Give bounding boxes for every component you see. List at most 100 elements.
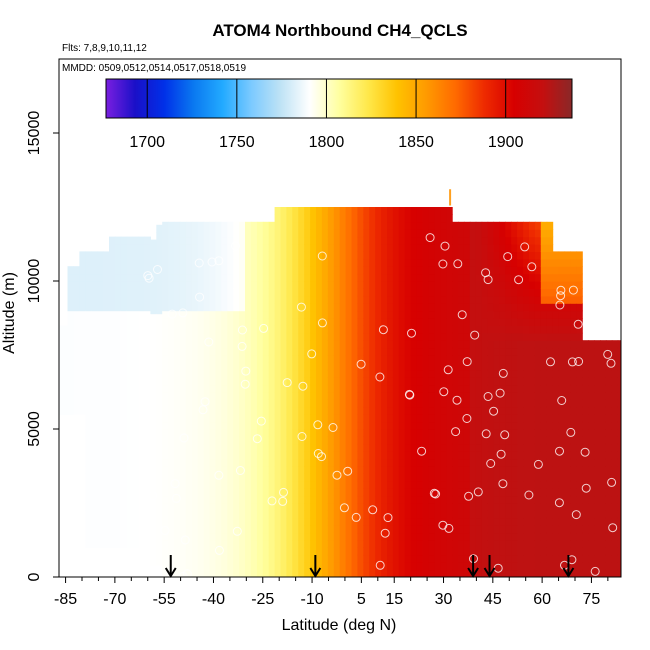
heatmap-cell [150,498,157,507]
heatmap-cell [262,443,270,452]
heatmap-cell [576,325,583,334]
heatmap-cell [268,273,276,282]
heatmap-cell [481,466,489,474]
heatmap-cell [256,480,264,489]
heatmap-cell [588,540,595,548]
heatmap-cell [268,406,276,415]
heatmap-cell [316,517,323,526]
heatmap-cell [493,532,500,541]
heatmap-cell [239,406,246,415]
heatmap-cell [475,362,483,371]
heatmap-cell [209,562,216,571]
heatmap-cell [138,443,145,452]
heatmap-cell [398,273,406,282]
heatmap-cell [369,332,376,341]
heatmap-cell [369,251,376,260]
heatmap-cell [363,384,370,393]
heatmap-cell [381,273,388,282]
heatmap-cell [345,503,353,511]
heatmap-cell [534,384,542,393]
heatmap-cell [392,562,400,571]
heatmap-cell [339,414,347,423]
heatmap-cell [463,340,471,349]
heatmap-cell [339,473,347,482]
heatmap-cell [617,525,621,534]
heatmap-cell [369,473,376,482]
heatmap-cell [624,555,631,563]
heatmap-cell [570,295,577,304]
heatmap-cell [280,554,287,563]
heatmap-cell [286,480,293,489]
heatmap-cell [446,503,453,511]
heatmap-cell [452,480,459,489]
heatmap-cell [256,503,264,511]
heatmap-cell [97,443,104,452]
heatmap-cell [150,409,157,418]
heatmap-cell [174,414,181,423]
heatmap-cell [79,318,86,326]
heatmap-cell [91,318,98,326]
heatmap-cell [233,436,240,445]
heatmap-cell [120,258,128,267]
heatmap-cell [428,451,435,460]
heatmap-cell [546,392,554,400]
heatmap-cell [250,347,258,356]
heatmap-cell [564,547,571,556]
heatmap-cell [392,443,400,452]
heatmap-cell [292,355,299,363]
heatmap-cell [233,340,240,349]
sample-point [194,258,204,268]
heatmap-cell [351,318,358,326]
heatmap-cell [505,562,512,571]
heatmap-cell [534,251,542,260]
heatmap-cell [392,451,400,460]
heatmap-cell [463,517,471,526]
heatmap-cell [463,495,471,504]
heatmap-cell [256,281,264,289]
heatmap-cell [304,495,311,504]
heatmap-cell [452,458,459,467]
heatmap-cell [611,488,619,497]
heatmap-cell [505,318,512,326]
heatmap-cell [499,251,506,260]
heatmap-cell [262,429,270,437]
heatmap-cell [327,406,335,415]
heatmap-cell [120,466,128,474]
heatmap-cell [558,554,566,563]
heatmap-cell [505,392,512,400]
heatmap-cell [416,406,424,415]
heatmap-cell [316,540,323,548]
heatmap-cell [268,421,276,430]
heatmap-cell [250,406,258,415]
heatmap-cell [150,269,157,278]
heatmap-cell [109,325,116,334]
heatmap-cell [174,429,181,437]
heatmap-cell [392,288,400,297]
heatmap-cell [552,554,560,563]
heatmap-cell [316,436,323,445]
heatmap-cell [233,384,240,393]
heatmap-cell [203,399,211,408]
heatmap-cell [321,303,329,312]
heatmap-cell [280,258,287,267]
heatmap-cell [339,236,347,245]
heatmap-cell [523,251,530,260]
heatmap-cell [316,510,323,519]
heatmap-cell [174,266,181,275]
heatmap-cell [274,229,282,238]
heatmap-cell [280,443,287,452]
heatmap-cell [156,550,163,559]
heatmap-cell [381,207,388,215]
heatmap-cell [540,332,548,341]
heatmap-cell [250,236,258,245]
heatmap-cell [221,369,228,378]
heatmap-cell [351,540,358,548]
heatmap-cell [150,343,157,352]
heatmap-cell [416,377,424,386]
heatmap-cell [422,325,429,334]
heatmap-cell [174,251,181,260]
heatmap-cell [446,355,453,363]
heatmap-cell [505,510,512,519]
heatmap-cell [375,466,382,474]
x-tick-label: -25 [251,591,274,608]
